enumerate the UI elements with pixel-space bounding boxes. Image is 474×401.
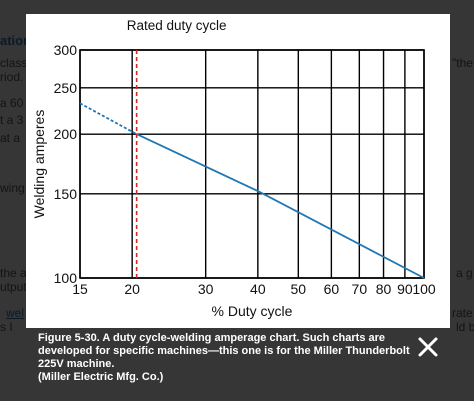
x-tick-label: 80 [376, 281, 392, 297]
y-tick-label: 250 [54, 80, 78, 96]
x-tick-label: 20 [124, 281, 140, 297]
x-tick-label: 50 [291, 281, 307, 297]
duty-cycle-extension-line [79, 102, 138, 135]
y-tick-label: 100 [54, 270, 78, 286]
y-axis-label: Welding amperes [31, 110, 47, 219]
x-tick-label: 90 [397, 281, 413, 297]
x-tick-label: 15 [72, 281, 88, 297]
caption-line: Figure 5-30. A duty cycle-welding ampera… [38, 332, 386, 344]
lightbox-image: Rated duty cycle 15 20 30 40 50 60 70 80 90 100 1… [26, 14, 450, 328]
caption-line: 225V machine. [38, 358, 115, 370]
y-tick-label: 150 [54, 186, 78, 202]
rated-duty-cycle-label: Rated duty cycle [127, 18, 227, 33]
x-tick-label: 30 [198, 281, 214, 297]
x-axis-label: % Duty cycle [212, 303, 293, 319]
plot-frame [79, 49, 425, 279]
close-icon [418, 337, 438, 357]
caption-line: (Miller Electric Mfg. Co.) [38, 371, 164, 383]
duty-cycle-line [136, 133, 425, 279]
x-tick-label: 70 [352, 281, 368, 297]
x-tick-label: 60 [324, 281, 340, 297]
y-tick-label: 300 [54, 42, 78, 58]
y-tick-label: 200 [54, 126, 78, 142]
x-tick-label: 40 [250, 281, 266, 297]
duty-cycle-chart: Rated duty cycle 15 20 30 40 50 60 70 80 90 100 1… [31, 18, 436, 319]
figure-caption: Figure 5-30. A duty cycle-welding ampera… [38, 332, 410, 384]
close-button[interactable] [413, 332, 443, 362]
caption-line: developed for specific machines—this one… [38, 345, 410, 357]
x-tick-label: 100 [412, 281, 436, 297]
